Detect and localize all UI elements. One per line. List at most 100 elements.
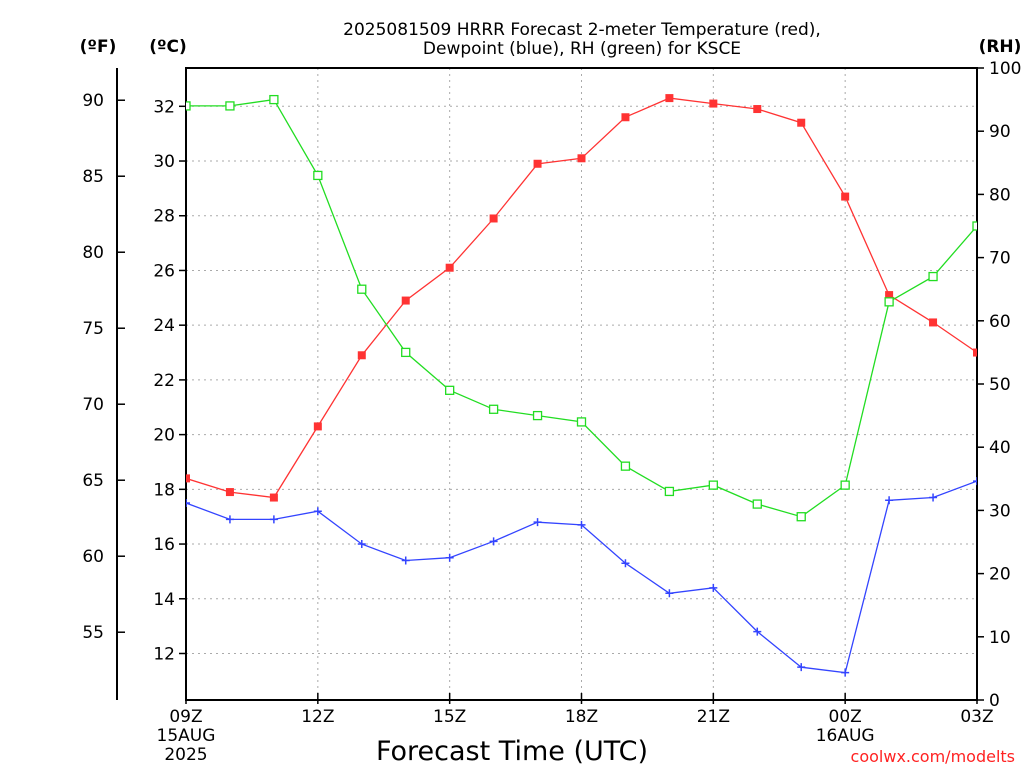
rh-tick-label: 20	[989, 565, 1011, 585]
x-axis-title: Forecast Time (UTC)	[376, 736, 648, 767]
fahrenheit-tick-label: 75	[82, 319, 104, 339]
celsius-tick-label: 30	[153, 152, 175, 172]
fahrenheit-tick-label: 65	[82, 471, 104, 491]
dewpoint-point	[929, 493, 938, 502]
celsius-tick-label: 20	[153, 426, 175, 446]
rh-tick-label: 60	[989, 312, 1011, 332]
rh-point	[928, 271, 938, 282]
celsius-tick-label: 14	[153, 590, 175, 610]
rh-tick-label: 50	[989, 375, 1011, 395]
fahrenheit-tick-label: 80	[82, 243, 104, 263]
fahrenheit-tick-label: 55	[82, 623, 104, 643]
temperature-point	[753, 105, 762, 114]
temperature-point	[709, 99, 718, 108]
rh-point	[972, 221, 977, 231]
dewpoint-point	[225, 515, 234, 524]
credit-text: coolwx.com/modelts	[851, 747, 1015, 766]
x-tick-label: 21Z	[697, 707, 730, 727]
temperature-point	[577, 154, 586, 163]
dewpoint-point	[797, 663, 806, 672]
celsius-tick-label: 26	[153, 261, 175, 281]
grid-layer	[186, 68, 977, 700]
rh-point	[664, 486, 675, 497]
rh-point	[576, 417, 587, 427]
plot-frame	[185, 67, 978, 701]
axes-layer: 12 14 16 18 20 22 24 26 28 30 32 55 60 65 70 75 80 85 90 0 1…	[82, 59, 1021, 765]
celsius-unit-label: (ºC)	[149, 37, 187, 57]
temperature-point	[665, 94, 674, 103]
chart-title-line2: Dewpoint (blue), RH (green) for KSCE	[423, 39, 741, 59]
rh-tick-label: 10	[989, 628, 1011, 648]
fahrenheit-tick-label: 70	[82, 395, 104, 415]
rh-point	[620, 461, 631, 471]
x-tick-label: 03Z	[960, 707, 993, 727]
rh-point	[225, 101, 235, 111]
celsius-tick-label: 22	[153, 371, 175, 391]
temperature-point	[269, 493, 278, 502]
dewpoint-point	[885, 496, 894, 505]
celsius-tick-label: 12	[153, 644, 175, 664]
rh-point	[186, 101, 191, 111]
temperature-point	[797, 118, 806, 127]
chart-title-line1: 2025081509 HRRR Forecast 2-meter Tempera…	[343, 20, 821, 40]
rh-point	[357, 284, 367, 294]
rh-tick-label: 0	[989, 691, 1000, 711]
dewpoint-point	[841, 668, 850, 677]
temperature-point	[929, 318, 938, 327]
temperature-point	[186, 474, 190, 483]
dewpoint-point	[489, 537, 498, 546]
rh-point	[708, 480, 718, 490]
rh-point	[313, 170, 323, 181]
temperature-series	[186, 94, 977, 502]
rh-point	[401, 347, 411, 358]
temperature-point	[445, 263, 454, 272]
fahrenheit-unit-label: (ºF)	[80, 37, 117, 57]
rh-point	[269, 94, 279, 105]
series-layer	[186, 94, 977, 677]
rh-tick-label: 30	[989, 501, 1011, 521]
rh-tick-label: 90	[989, 122, 1011, 142]
temperature-point	[401, 296, 410, 305]
temperature-point	[973, 348, 977, 357]
celsius-tick-label: 24	[153, 316, 175, 336]
celsius-tick-label: 28	[153, 207, 175, 227]
x-tick-label: 09Z	[169, 707, 202, 727]
rh-point	[488, 404, 499, 414]
x-tick-label: 12Z	[301, 707, 334, 727]
rh-tick-label: 100	[989, 59, 1021, 79]
rh-tick-label: 80	[989, 185, 1011, 205]
rh-point	[445, 385, 455, 395]
x-tick-year-label: 2025	[164, 745, 207, 765]
dewpoint-point	[357, 540, 366, 549]
dewpoint-point	[973, 477, 977, 486]
dewpoint-point	[445, 553, 454, 562]
rh-series	[186, 94, 977, 522]
dewpoint-series	[186, 477, 977, 677]
temperature-point	[885, 291, 894, 300]
dewpoint-point	[665, 589, 674, 598]
celsius-tick-label: 18	[153, 480, 175, 500]
temperature-point	[489, 214, 498, 223]
celsius-tick-label: 16	[153, 535, 175, 555]
temperature-point	[841, 192, 850, 201]
dewpoint-line	[186, 480, 977, 674]
dewpoint-point	[621, 559, 630, 568]
rh-unit-label: (RH)	[979, 37, 1022, 57]
rh-point	[884, 297, 894, 307]
dewpoint-point	[577, 520, 586, 529]
temperature-point	[533, 159, 542, 168]
x-tick-label: 00Z	[829, 707, 862, 727]
x-tick-label: 15Z	[433, 707, 466, 727]
rh-point	[840, 480, 850, 490]
temperature-point	[313, 422, 322, 431]
dewpoint-point	[401, 556, 410, 565]
dewpoint-point	[709, 583, 718, 592]
temperature-point	[225, 488, 234, 497]
x-tick-date-label: 15AUG	[157, 726, 216, 746]
rh-tick-label: 40	[989, 438, 1011, 458]
dewpoint-point	[313, 507, 322, 516]
temperature-point	[621, 113, 630, 122]
fahrenheit-tick-label: 60	[82, 547, 104, 567]
